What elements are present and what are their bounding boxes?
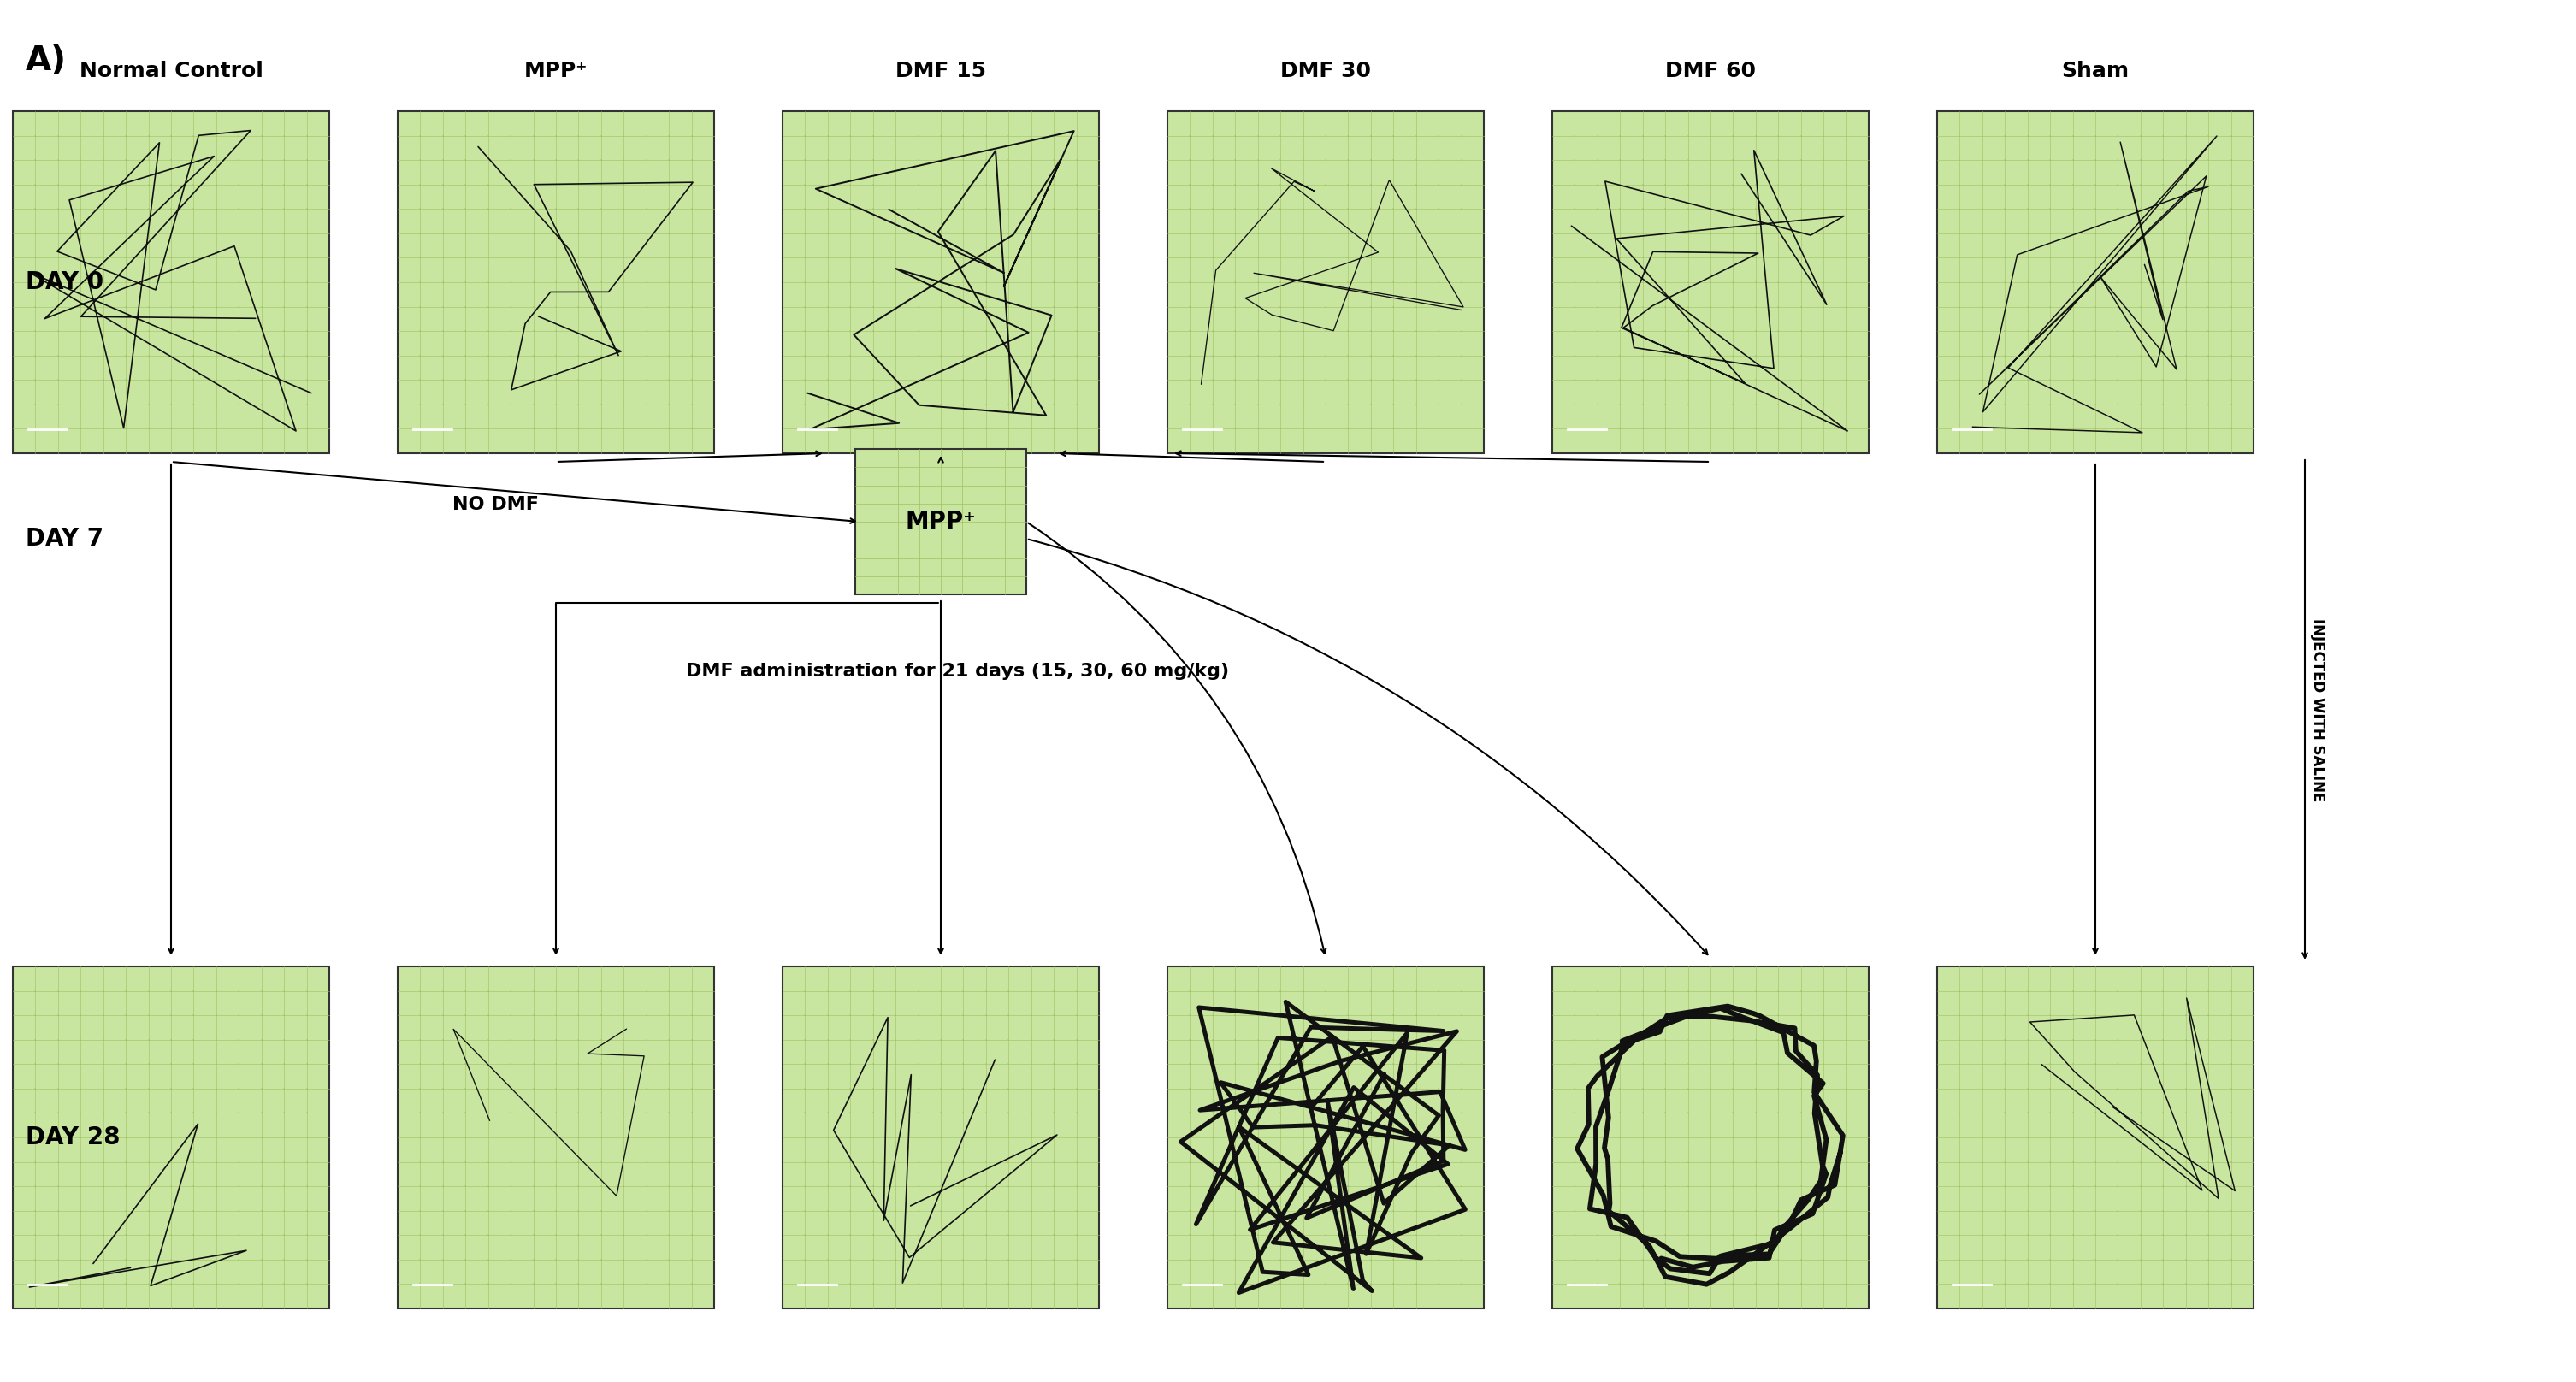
Bar: [855, 449, 1025, 594]
Bar: [1553, 966, 1868, 1309]
Text: Sham: Sham: [2061, 61, 2130, 82]
Bar: [397, 966, 714, 1309]
Bar: [1937, 966, 2254, 1309]
Bar: [1167, 111, 1484, 453]
Bar: [13, 966, 330, 1309]
Text: NO DMF: NO DMF: [453, 496, 538, 513]
Bar: [397, 111, 714, 453]
Text: DAY 28: DAY 28: [26, 1125, 121, 1150]
Bar: [13, 111, 330, 453]
Text: MPP⁺: MPP⁺: [523, 61, 587, 82]
Text: DAY 7: DAY 7: [26, 527, 103, 551]
Bar: [783, 966, 1100, 1309]
Bar: [783, 111, 1100, 453]
Text: INJECTED WITH SALINE: INJECTED WITH SALINE: [2311, 618, 2326, 802]
Text: DMF administration for 21 days (15, 30, 60 mg/kg): DMF administration for 21 days (15, 30, …: [685, 663, 1229, 680]
Bar: [1167, 966, 1484, 1309]
Text: DMF 15: DMF 15: [896, 61, 987, 82]
Text: DMF 60: DMF 60: [1664, 61, 1757, 82]
Text: DAY 0: DAY 0: [26, 271, 103, 294]
Bar: [1937, 111, 2254, 453]
Text: Normal Control: Normal Control: [80, 61, 263, 82]
Text: MPP⁺: MPP⁺: [904, 510, 976, 533]
Text: DMF 30: DMF 30: [1280, 61, 1370, 82]
Bar: [1553, 111, 1868, 453]
Text: A): A): [26, 44, 67, 77]
